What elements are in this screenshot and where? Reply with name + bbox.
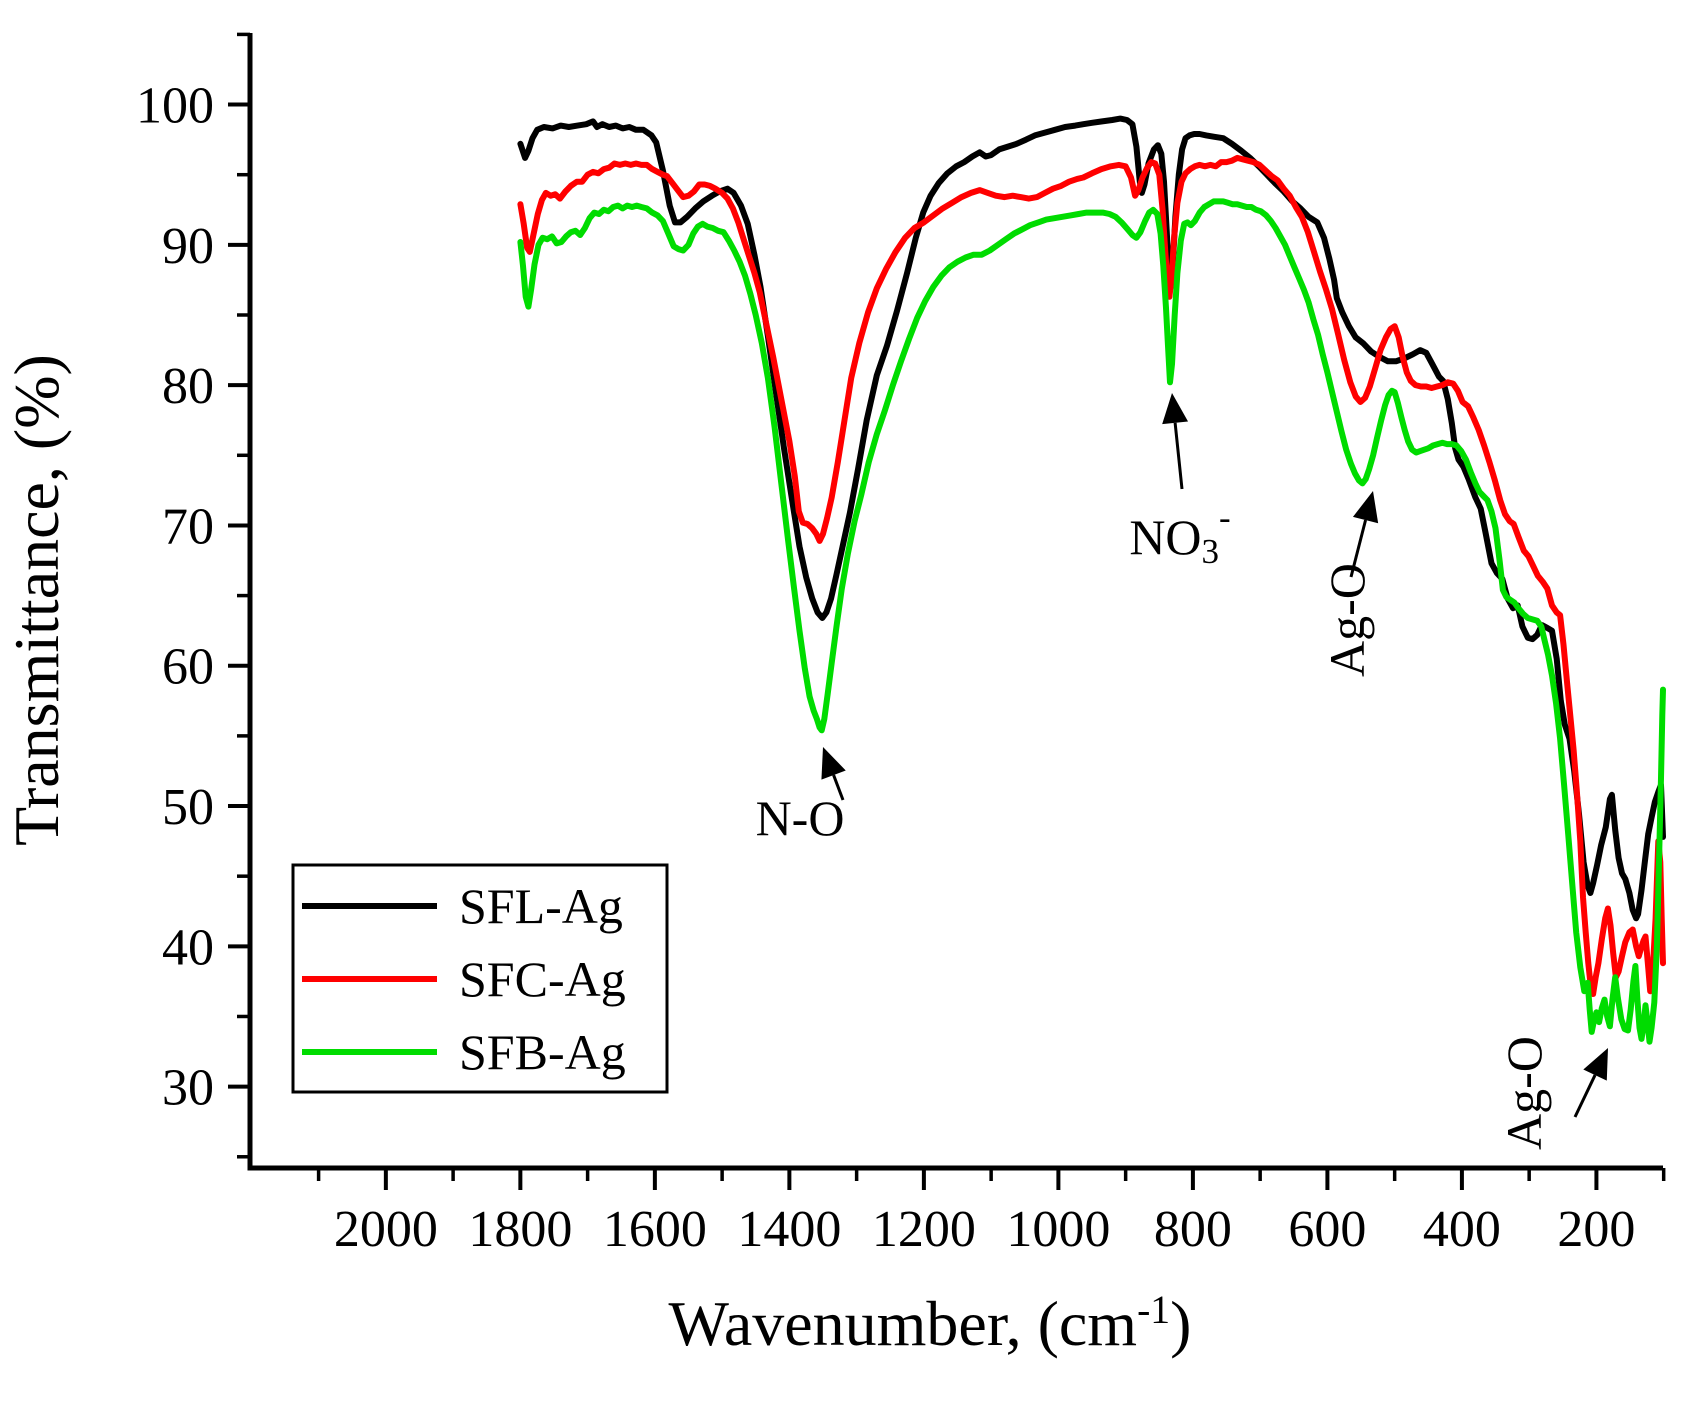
y-tick-label: 70 xyxy=(162,498,214,555)
axis-titles: Wavenumber, (cm-1) Transmittance, (%) xyxy=(1,354,1191,1359)
x-axis-title: Wavenumber, (cm-1) xyxy=(669,1288,1192,1359)
spectra-curves xyxy=(517,115,1666,1045)
y-tick-label: 30 xyxy=(162,1060,214,1117)
annotation-n-o: N-O xyxy=(756,747,846,846)
annotation-label: Ag-O xyxy=(1496,1036,1552,1150)
x-tick-label: 1600 xyxy=(603,1201,707,1258)
x-tick-label: 800 xyxy=(1154,1201,1232,1258)
y-tick-label: 60 xyxy=(162,639,214,696)
y-tick-label: 100 xyxy=(136,78,214,135)
legend-label: SFB-Ag xyxy=(459,1024,626,1080)
annotation-no3: NO3- xyxy=(1129,393,1231,571)
annotation-arrow-line xyxy=(1573,1074,1597,1118)
x-tick-label: 400 xyxy=(1423,1201,1501,1258)
curve-sfb-ag xyxy=(517,198,1666,1045)
annotation-label: N-O xyxy=(756,790,845,846)
x-tick-label: 1000 xyxy=(1006,1201,1110,1258)
axis-tick-labels: 2000 1800 1600 1400 1200 1000 800 600 400 200 100 9… xyxy=(136,78,1635,1258)
annotation-arrowhead xyxy=(1352,491,1379,524)
x-tick-label: 1400 xyxy=(737,1201,841,1258)
y-tick-label: 50 xyxy=(162,779,214,836)
annotation-arrow-line xyxy=(832,774,845,801)
legend-label: SFC-Ag xyxy=(459,951,626,1007)
y-tick-label: 90 xyxy=(162,218,214,275)
annotation-arrowhead xyxy=(1162,393,1189,425)
x-tick-label: 1800 xyxy=(468,1201,572,1258)
annotation-label: NO3- xyxy=(1129,498,1230,571)
annotation-ag-o-1: Ag-O xyxy=(1319,491,1379,677)
legend-label: SFL-Ag xyxy=(459,878,623,934)
axis-ticks xyxy=(228,32,1666,1190)
y-tick-label: 80 xyxy=(162,358,214,415)
x-tick-label: 1200 xyxy=(872,1201,976,1258)
annotation-arrow-line xyxy=(1173,422,1184,490)
y-axis-title: Transmittance, (%) xyxy=(1,354,72,846)
annotation-label: Ag-O xyxy=(1319,563,1375,677)
x-tick-label: 200 xyxy=(1557,1201,1635,1258)
x-tick-label: 2000 xyxy=(334,1201,438,1258)
annotation-ag-o-2: Ag-O xyxy=(1496,1036,1608,1150)
annotations: N-O NO3- Ag-O Ag-O xyxy=(756,393,1608,1150)
annotation-arrowhead xyxy=(1583,1048,1608,1081)
annotation-arrowhead xyxy=(821,747,846,780)
y-tick-label: 40 xyxy=(162,919,214,976)
x-tick-label: 600 xyxy=(1288,1201,1366,1258)
annotation-arrow-line xyxy=(1349,519,1368,578)
curve-sfc-ag xyxy=(517,154,1666,997)
legend: SFL-Ag SFC-Ag SFB-Ag xyxy=(291,863,669,1094)
